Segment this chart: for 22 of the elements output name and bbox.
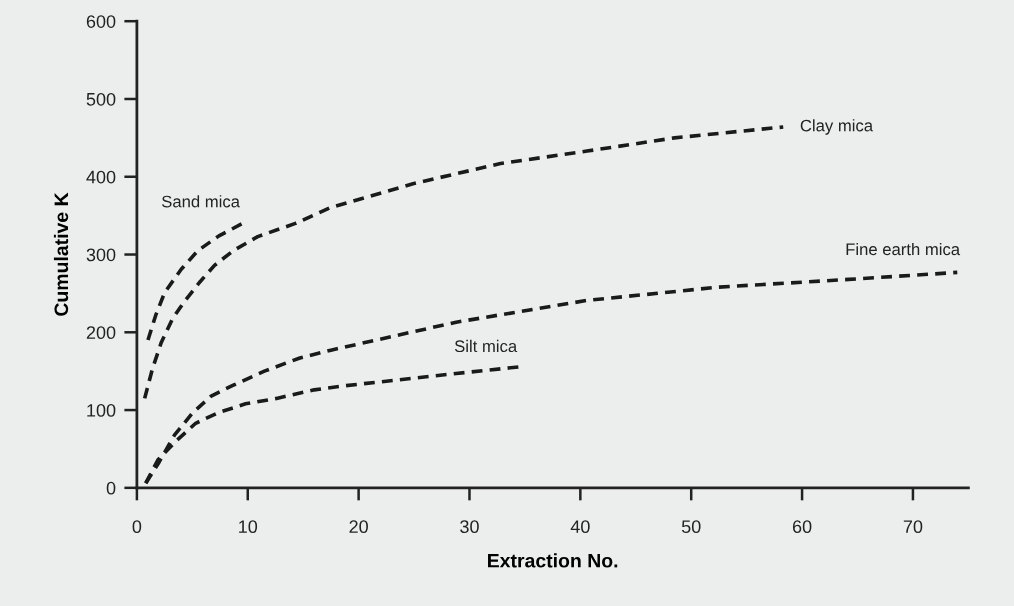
series-label: Silt mica [454,339,518,353]
y-tick-label: 0 [106,481,116,495]
y-tick-label: 300 [86,248,116,262]
y-tick-label: 100 [87,403,116,417]
y-tick-label: 600 [86,15,116,28]
x-tick-label: 70 [903,520,923,534]
x-tick-label: 50 [681,520,701,534]
x-tick-label: 60 [792,520,812,534]
series-label: Clay mica [800,119,874,135]
y-tick-label: 400 [86,170,116,184]
line-series [142,125,786,401]
x-tick-label: 0 [132,520,142,534]
series-label: Sand mica [162,195,240,208]
x-tick-label: 10 [239,520,258,534]
x-tick-label: 20 [349,520,368,534]
x-tick-label: 30 [460,520,479,534]
y-axis-title: Cumulative K [53,192,69,316]
series-label: Fine earth mica [846,242,961,256]
y-tick-label: 500 [86,92,116,106]
x-axis-title: Extraction No. [488,553,618,568]
y-tick-label: 200 [86,326,116,340]
x-tick-label: 40 [570,520,590,534]
